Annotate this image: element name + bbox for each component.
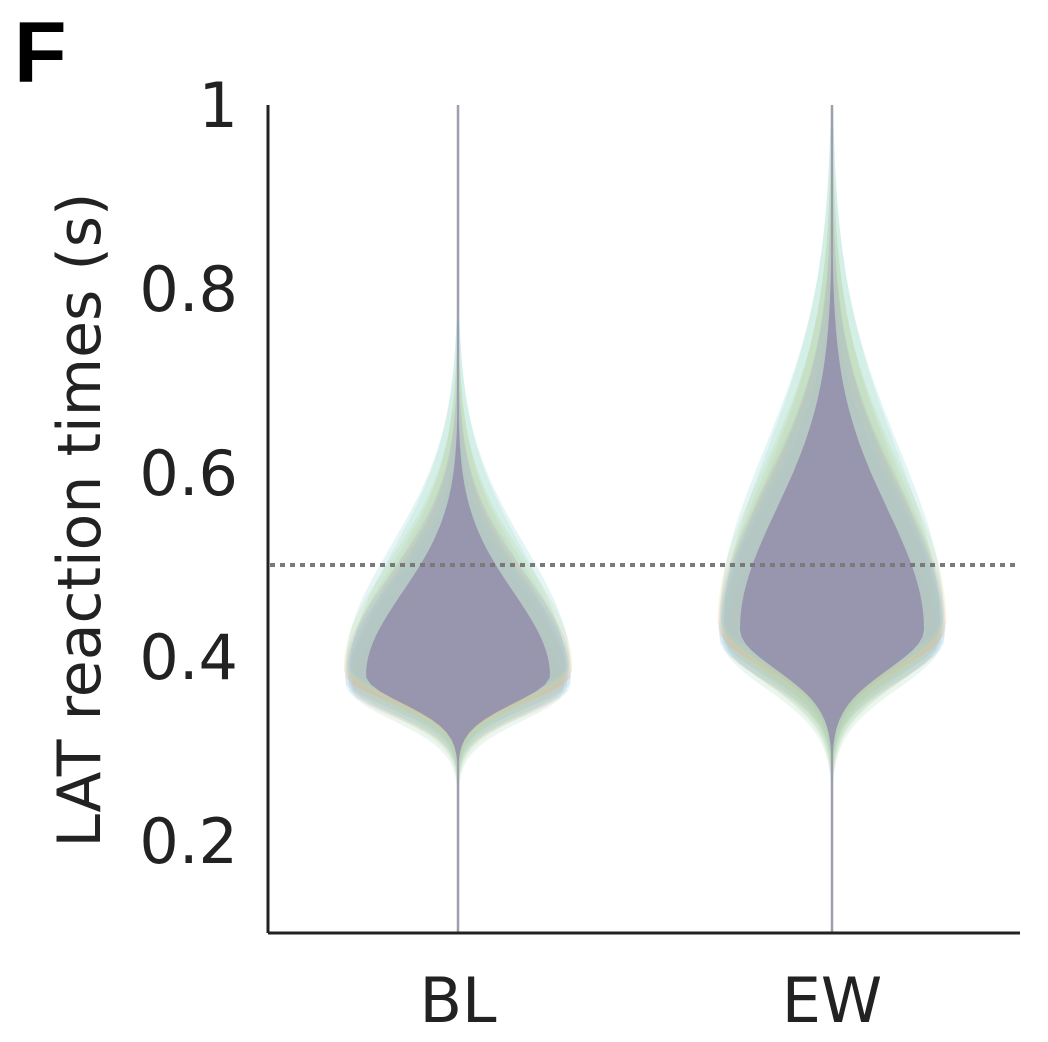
y-tick-label: 0.4 (139, 621, 238, 694)
y-tick-label: 0.8 (139, 253, 238, 326)
x-tick-label: BL (419, 964, 497, 1037)
y-tick-label: 0.6 (139, 437, 238, 510)
violin-ew (717, 105, 947, 933)
violins-layer (343, 105, 947, 933)
y-tick-label: 0.2 (139, 805, 238, 878)
x-ticks: BL EW (419, 964, 882, 1037)
panel-label: F (14, 5, 67, 101)
violin-core (740, 105, 924, 933)
axes-layer (266, 105, 1020, 935)
x-tick-label: EW (782, 964, 882, 1037)
y-axis-label: LAT reaction times (s) (45, 193, 115, 848)
y-ticks: 0.2 0.4 0.6 0.8 1 (139, 69, 238, 878)
y-tick-label: 1 (199, 69, 238, 142)
violin-bl (343, 105, 573, 933)
violin-core (366, 105, 550, 933)
